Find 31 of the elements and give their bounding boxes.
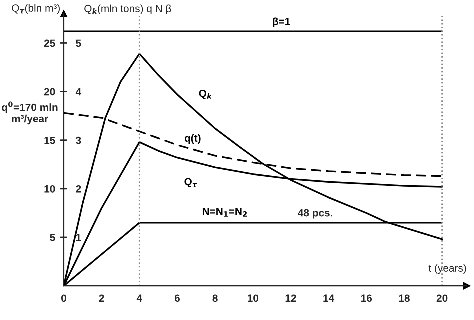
y2-tick-label: 1 bbox=[76, 234, 82, 242]
y-tick-label: 5 bbox=[50, 234, 56, 242]
series-label: N=N$_{1}$=N$_{2}$ bbox=[202, 208, 248, 217]
annotation: 48 pcs. bbox=[298, 209, 333, 219]
x-tick-label: 20 bbox=[436, 294, 448, 302]
y-tick-label: 20 bbox=[44, 88, 56, 96]
y2-tick-label: 3 bbox=[76, 136, 82, 144]
x-tick-label: 6 bbox=[174, 294, 180, 302]
x-tick-label: 14 bbox=[324, 294, 335, 302]
x-tick-label: 12 bbox=[286, 294, 296, 302]
y-tick-label: 15 bbox=[44, 136, 56, 144]
y2-tick-label: 2 bbox=[76, 185, 82, 193]
x-tick-label: 8 bbox=[212, 294, 218, 302]
annotation: q$^{0}$=170 mln m³/year bbox=[2, 102, 58, 125]
y-tick-label: 25 bbox=[44, 40, 56, 48]
x-tick-label: 10 bbox=[248, 294, 259, 302]
series-label: Q$_{τ}$ bbox=[184, 178, 198, 188]
x-tick-label: 16 bbox=[362, 294, 372, 302]
x-tick-label: 0 bbox=[62, 294, 66, 302]
y2-axis-title: Q$_{k}$(mln tons) q N β bbox=[84, 4, 172, 15]
x-axis-title: t (years) bbox=[428, 264, 466, 274]
series-label: q(t) bbox=[184, 134, 201, 144]
x-tick-label: 4 bbox=[136, 294, 142, 302]
y-axis-title: Q$_{τ}$(bln m³) bbox=[12, 4, 60, 14]
y2-tick-label: 4 bbox=[76, 88, 82, 96]
x-tick-label: 18 bbox=[399, 294, 410, 302]
series-label: β=1 bbox=[273, 18, 290, 28]
y-tick-label: 10 bbox=[44, 185, 56, 193]
y2-tick-label: 5 bbox=[76, 40, 82, 48]
series-label: Q$_{k}$ bbox=[199, 90, 212, 100]
x-tick-label: 2 bbox=[99, 294, 104, 302]
